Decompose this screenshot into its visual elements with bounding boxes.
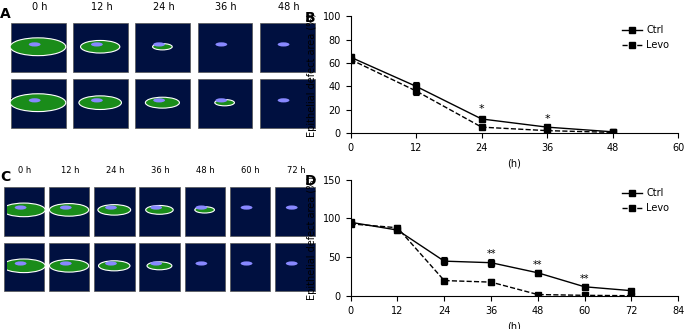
Circle shape (240, 205, 253, 210)
Circle shape (105, 205, 117, 210)
Text: 24 h: 24 h (153, 2, 175, 12)
Circle shape (216, 98, 227, 102)
Circle shape (286, 205, 298, 210)
FancyBboxPatch shape (136, 79, 190, 128)
Text: D: D (305, 174, 316, 188)
Circle shape (29, 42, 40, 46)
Y-axis label: Epithelial defect area (%): Epithelial defect area (%) (307, 176, 317, 300)
FancyBboxPatch shape (260, 79, 314, 128)
Circle shape (14, 261, 27, 266)
X-axis label: (h): (h) (508, 321, 521, 329)
Text: *: * (479, 104, 484, 114)
Circle shape (277, 42, 290, 46)
FancyBboxPatch shape (49, 187, 89, 236)
Circle shape (91, 42, 103, 46)
Text: 12 h: 12 h (61, 166, 79, 175)
Text: Ctrl: Ctrl (8, 205, 26, 215)
FancyBboxPatch shape (73, 23, 128, 72)
Circle shape (240, 261, 253, 266)
Text: 12 h: 12 h (91, 2, 113, 12)
Text: Ctrl: Ctrl (10, 42, 27, 52)
Ellipse shape (10, 38, 66, 56)
Text: 36 h: 36 h (151, 166, 170, 175)
Ellipse shape (49, 204, 89, 216)
Circle shape (29, 98, 40, 102)
FancyBboxPatch shape (185, 242, 225, 291)
Ellipse shape (3, 203, 45, 217)
Ellipse shape (81, 40, 120, 53)
FancyBboxPatch shape (4, 242, 44, 291)
Circle shape (60, 205, 72, 210)
FancyBboxPatch shape (11, 23, 66, 72)
FancyBboxPatch shape (136, 23, 190, 72)
Text: **: ** (580, 274, 589, 284)
FancyBboxPatch shape (95, 242, 134, 291)
Circle shape (277, 98, 290, 102)
Ellipse shape (98, 205, 131, 215)
Text: Levo: Levo (8, 261, 32, 271)
Ellipse shape (215, 100, 234, 106)
Text: A: A (0, 7, 11, 21)
Circle shape (153, 98, 165, 102)
Text: **: ** (533, 260, 543, 270)
Circle shape (195, 261, 208, 266)
Circle shape (153, 42, 165, 46)
FancyBboxPatch shape (230, 187, 270, 236)
Text: 48 h: 48 h (197, 166, 215, 175)
Ellipse shape (146, 206, 173, 214)
FancyBboxPatch shape (197, 23, 252, 72)
FancyBboxPatch shape (185, 187, 225, 236)
Ellipse shape (195, 207, 214, 213)
FancyBboxPatch shape (197, 79, 252, 128)
FancyBboxPatch shape (11, 79, 66, 128)
Text: Levo: Levo (10, 98, 33, 108)
FancyBboxPatch shape (230, 242, 270, 291)
Circle shape (216, 42, 227, 46)
Legend: Ctrl, Levo: Ctrl, Levo (618, 21, 673, 54)
Text: *: * (545, 114, 550, 124)
Circle shape (60, 261, 72, 266)
Circle shape (286, 261, 298, 266)
Text: 48 h: 48 h (277, 2, 299, 12)
FancyBboxPatch shape (73, 79, 128, 128)
Y-axis label: Epithelial defect area (%): Epithelial defect area (%) (307, 13, 317, 137)
Ellipse shape (147, 262, 172, 270)
Text: B: B (305, 11, 316, 25)
Text: 0 h: 0 h (32, 2, 47, 12)
Circle shape (150, 205, 162, 210)
FancyBboxPatch shape (140, 187, 179, 236)
Circle shape (150, 261, 162, 266)
Text: 60 h: 60 h (242, 166, 260, 175)
Text: C: C (0, 170, 10, 184)
Ellipse shape (145, 97, 179, 108)
FancyBboxPatch shape (275, 187, 315, 236)
FancyBboxPatch shape (4, 187, 44, 236)
FancyBboxPatch shape (140, 242, 179, 291)
FancyBboxPatch shape (260, 23, 314, 72)
Text: **: ** (486, 249, 496, 259)
Text: 0 h: 0 h (18, 166, 32, 175)
Circle shape (91, 98, 103, 102)
Text: 24 h: 24 h (106, 166, 125, 175)
Ellipse shape (99, 261, 130, 271)
Circle shape (105, 261, 117, 266)
FancyBboxPatch shape (49, 242, 89, 291)
Text: 72 h: 72 h (287, 166, 306, 175)
Ellipse shape (3, 259, 45, 273)
FancyBboxPatch shape (95, 187, 134, 236)
Ellipse shape (153, 44, 172, 50)
Ellipse shape (49, 260, 89, 272)
Circle shape (195, 205, 208, 210)
X-axis label: (h): (h) (508, 158, 521, 168)
Legend: Ctrl, Levo: Ctrl, Levo (618, 185, 673, 217)
Ellipse shape (79, 96, 121, 110)
Text: 36 h: 36 h (216, 2, 237, 12)
FancyBboxPatch shape (275, 242, 315, 291)
Ellipse shape (10, 94, 66, 112)
Circle shape (14, 205, 27, 210)
